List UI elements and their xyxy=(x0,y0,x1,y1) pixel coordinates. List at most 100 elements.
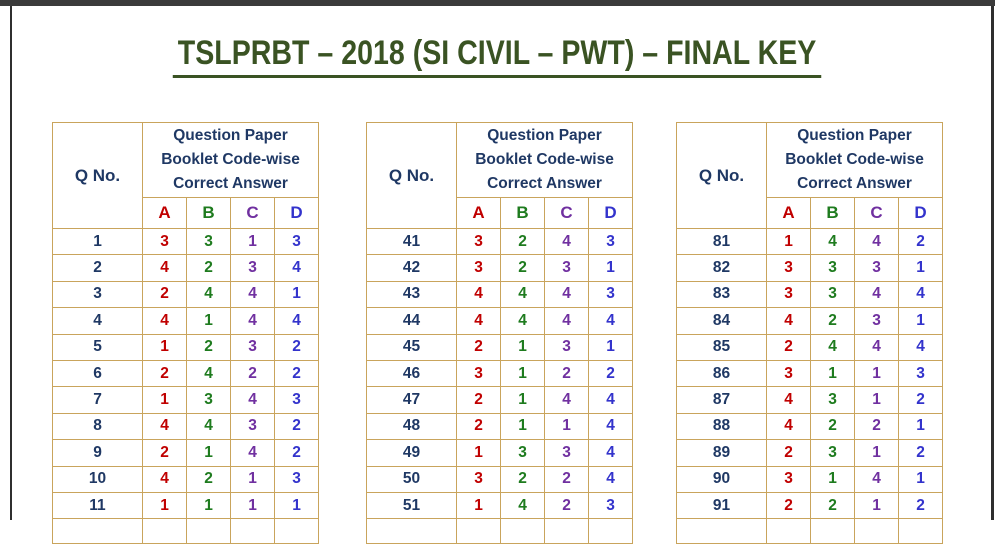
group-column-header: Question Paper Booklet Code-wise Correct… xyxy=(765,122,944,198)
answer-cell: 4 xyxy=(854,280,899,309)
answer-cell: 4 xyxy=(186,359,231,388)
answer-cell: 1 xyxy=(230,491,275,520)
answer-cell: 2 xyxy=(897,491,944,520)
code-a-header: A xyxy=(142,197,187,229)
answer-cell: 2 xyxy=(766,439,811,467)
question-number-cell: 46 xyxy=(366,359,457,388)
question-number-cell: 88 xyxy=(676,412,767,441)
empty-cell xyxy=(897,518,944,544)
answer-cell: 3 xyxy=(142,227,187,256)
answer-cell: 2 xyxy=(500,227,545,256)
answer-row: 48 2 1 1 4 xyxy=(366,412,634,441)
answer-cell: 4 xyxy=(142,254,187,282)
page-title: TSLPRBT – 2018 (SI CIVIL – PWT) – FINAL … xyxy=(173,34,822,78)
answer-cell: 3 xyxy=(500,439,545,467)
answer-cell: 3 xyxy=(810,280,855,309)
empty-cell xyxy=(544,518,589,544)
window-top-edge xyxy=(0,0,995,6)
answer-cell: 4 xyxy=(854,465,899,493)
answer-cell: 3 xyxy=(587,280,634,309)
answer-row: 51 1 4 2 3 xyxy=(366,491,634,520)
answer-cell: 3 xyxy=(766,280,811,309)
answer-cell: 3 xyxy=(810,254,855,282)
qno-column-header: Q No. xyxy=(366,122,457,229)
answer-cell: 3 xyxy=(456,227,501,256)
question-number-cell: 44 xyxy=(366,307,457,335)
page-right-edge xyxy=(991,6,994,520)
answer-cell: 1 xyxy=(544,412,589,441)
title-bar: TSLPRBT – 2018 (SI CIVIL – PWT) – FINAL … xyxy=(0,34,995,78)
answer-cell: 4 xyxy=(186,280,231,309)
empty-cell xyxy=(500,518,545,544)
answer-cell: 2 xyxy=(186,465,231,493)
answer-cell: 3 xyxy=(273,465,320,493)
answer-cell: 4 xyxy=(142,307,187,335)
empty-cell xyxy=(142,518,187,544)
question-number-cell: 89 xyxy=(676,439,767,467)
answer-cell: 4 xyxy=(544,386,589,414)
question-number-cell: 43 xyxy=(366,280,457,309)
answer-cell: 2 xyxy=(142,280,187,309)
answer-cell: 4 xyxy=(587,307,634,335)
empty-cell xyxy=(186,518,231,544)
empty-cell xyxy=(676,518,767,544)
answer-cell: 1 xyxy=(854,386,899,414)
group-column-header: Question Paper Booklet Code-wise Correct… xyxy=(141,122,320,198)
question-number-cell: 45 xyxy=(366,333,457,361)
answer-cell: 3 xyxy=(587,491,634,520)
answer-row: 46 3 1 2 2 xyxy=(366,359,634,388)
answer-cell: 1 xyxy=(456,491,501,520)
answer-cell: 4 xyxy=(544,280,589,309)
answer-cell: 1 xyxy=(273,280,320,309)
answer-key-table-2: Q No. Question Paper Booklet Code-wise C… xyxy=(366,122,634,544)
answer-cell: 3 xyxy=(766,465,811,493)
answer-row: 86 3 1 1 3 xyxy=(676,359,944,388)
answer-cell: 1 xyxy=(273,491,320,520)
answer-cell: 4 xyxy=(456,307,501,335)
answer-cell: 2 xyxy=(544,359,589,388)
answer-cell: 4 xyxy=(186,412,231,441)
answer-cell: 1 xyxy=(500,386,545,414)
answer-row: 91 2 2 1 2 xyxy=(676,491,944,520)
answer-row: 83 3 3 4 4 xyxy=(676,280,944,309)
qno-column-header: Q No. xyxy=(676,122,767,229)
question-number-cell: 47 xyxy=(366,386,457,414)
answer-key-table-3: Q No. Question Paper Booklet Code-wise C… xyxy=(676,122,944,544)
answer-cell: 2 xyxy=(273,412,320,441)
answer-cell: 3 xyxy=(587,227,634,256)
answer-cell: 4 xyxy=(766,412,811,441)
code-b-header: B xyxy=(810,197,855,229)
answer-cell: 4 xyxy=(500,491,545,520)
code-b-header: B xyxy=(500,197,545,229)
question-number-cell: 7 xyxy=(52,386,143,414)
answer-cell: 4 xyxy=(142,465,187,493)
answer-row: 84 4 2 3 1 xyxy=(676,307,944,335)
answer-cell: 1 xyxy=(810,359,855,388)
answer-cell: 4 xyxy=(587,465,634,493)
code-d-header: D xyxy=(587,197,634,229)
empty-cell xyxy=(273,518,320,544)
question-number-cell: 85 xyxy=(676,333,767,361)
partial-row xyxy=(366,518,634,544)
answer-cell: 1 xyxy=(587,254,634,282)
answer-cell: 3 xyxy=(456,465,501,493)
answer-cell: 2 xyxy=(810,491,855,520)
empty-cell xyxy=(366,518,457,544)
answer-cell: 1 xyxy=(230,465,275,493)
answer-cell: 2 xyxy=(456,333,501,361)
answer-cell: 1 xyxy=(854,491,899,520)
answer-cell: 3 xyxy=(456,254,501,282)
page-left-edge xyxy=(10,6,12,520)
code-a-header: A xyxy=(456,197,501,229)
answer-cell: 3 xyxy=(186,227,231,256)
answer-cell: 3 xyxy=(854,307,899,335)
answer-cell: 4 xyxy=(587,439,634,467)
answer-cell: 1 xyxy=(854,439,899,467)
question-number-cell: 50 xyxy=(366,465,457,493)
answer-row: 47 2 1 4 4 xyxy=(366,386,634,414)
answer-cell: 3 xyxy=(273,386,320,414)
answer-cell: 4 xyxy=(230,439,275,467)
